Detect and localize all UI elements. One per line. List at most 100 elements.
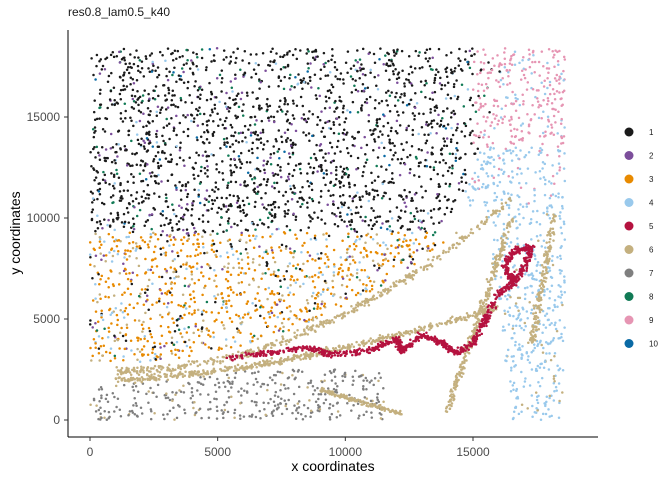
point-cluster-1 [131,217,135,220]
point-cluster-1 [417,161,421,165]
point-cluster-1 [196,88,200,92]
point-cluster-1 [223,126,226,130]
point-cluster-3 [149,317,152,321]
point-cluster-9 [537,60,541,64]
point-cluster-9 [509,123,512,126]
point-cluster-7 [99,406,102,410]
point-cluster-1 [121,334,125,338]
point-cluster-4 [539,234,542,237]
point-cluster-1 [369,71,372,75]
point-cluster-1 [229,169,233,172]
point-cluster-3 [301,244,304,247]
point-cluster-6 [176,375,179,379]
point-cluster-4 [476,158,479,161]
point-cluster-1 [419,80,423,83]
point-cluster-9 [553,182,556,185]
point-cluster-9 [501,76,504,80]
point-cluster-9 [500,63,503,66]
point-cluster-1 [365,143,369,147]
point-cluster-6 [169,282,173,286]
point-cluster-2 [288,247,292,250]
point-cluster-2 [138,119,142,123]
point-cluster-3 [126,313,130,316]
point-cluster-9 [512,53,516,56]
point-cluster-1 [347,220,351,223]
point-cluster-8 [171,73,174,77]
point-cluster-1 [387,134,390,138]
point-cluster-1 [316,115,320,119]
point-cluster-3 [365,283,368,287]
point-cluster-3 [221,296,224,300]
point-cluster-1 [392,49,395,52]
point-cluster-1 [413,114,416,117]
point-cluster-1 [135,49,138,52]
point-cluster-3 [116,239,119,242]
point-cluster-6 [165,392,168,395]
point-cluster-1 [294,143,297,146]
point-cluster-3 [426,244,430,248]
point-cluster-2 [279,175,283,179]
point-cluster-3 [403,233,407,237]
point-cluster-1 [232,98,235,102]
point-cluster-4 [530,351,533,354]
point-cluster-3 [288,305,291,308]
point-cluster-8 [413,217,417,221]
point-cluster-3 [108,307,112,311]
point-cluster-7 [323,392,327,396]
point-cluster-1 [375,118,379,122]
point-cluster-3 [202,274,205,278]
point-cluster-7 [128,410,132,413]
point-cluster-1 [399,96,402,99]
point-cluster-4 [541,167,544,170]
point-cluster-3 [424,235,428,238]
point-cluster-7 [295,409,298,412]
point-cluster-7 [269,397,272,401]
point-cluster-1 [459,59,462,63]
point-cluster-10 [388,163,391,167]
point-cluster-9 [508,82,512,85]
point-cluster-1 [351,144,355,147]
point-cluster-7 [237,390,240,393]
point-cluster-1 [338,211,342,215]
point-cluster-1 [307,117,310,120]
point-cluster-1 [377,135,380,139]
point-cluster-1 [380,165,383,168]
point-cluster-1 [225,56,228,59]
point-cluster-9 [561,90,565,94]
point-cluster-1 [103,130,107,133]
point-cluster-4 [548,269,552,272]
point-cluster-1 [125,85,129,88]
point-cluster-1 [373,75,376,79]
point-cluster-3 [401,245,404,248]
point-cluster-6 [138,350,142,354]
point-cluster-3 [220,306,224,310]
point-cluster-4 [559,290,563,293]
point-cluster-3 [180,316,184,320]
point-cluster-1 [341,193,345,197]
point-cluster-6 [125,323,129,327]
point-cluster-1 [281,55,285,59]
point-cluster-1 [411,128,415,132]
point-cluster-1 [223,119,227,123]
point-cluster-3 [269,309,273,313]
point-cluster-3 [123,267,127,271]
point-cluster-1 [186,181,190,184]
point-cluster-1 [175,133,178,137]
point-cluster-8 [264,250,268,254]
point-cluster-1 [193,188,196,192]
point-cluster-2 [263,171,267,175]
point-cluster-3 [215,285,218,288]
point-cluster-3 [306,259,309,263]
point-cluster-7 [357,375,361,378]
point-cluster-6 [558,399,561,403]
point-cluster-2 [398,173,402,177]
point-cluster-1 [146,149,150,152]
point-cluster-9 [527,48,531,52]
point-cluster-1 [279,55,282,59]
point-cluster-1 [225,210,228,213]
point-cluster-4 [536,364,540,368]
point-cluster-4 [504,294,507,298]
point-cluster-6 [158,313,162,317]
point-cluster-3 [292,279,296,282]
point-cluster-1 [419,209,423,212]
